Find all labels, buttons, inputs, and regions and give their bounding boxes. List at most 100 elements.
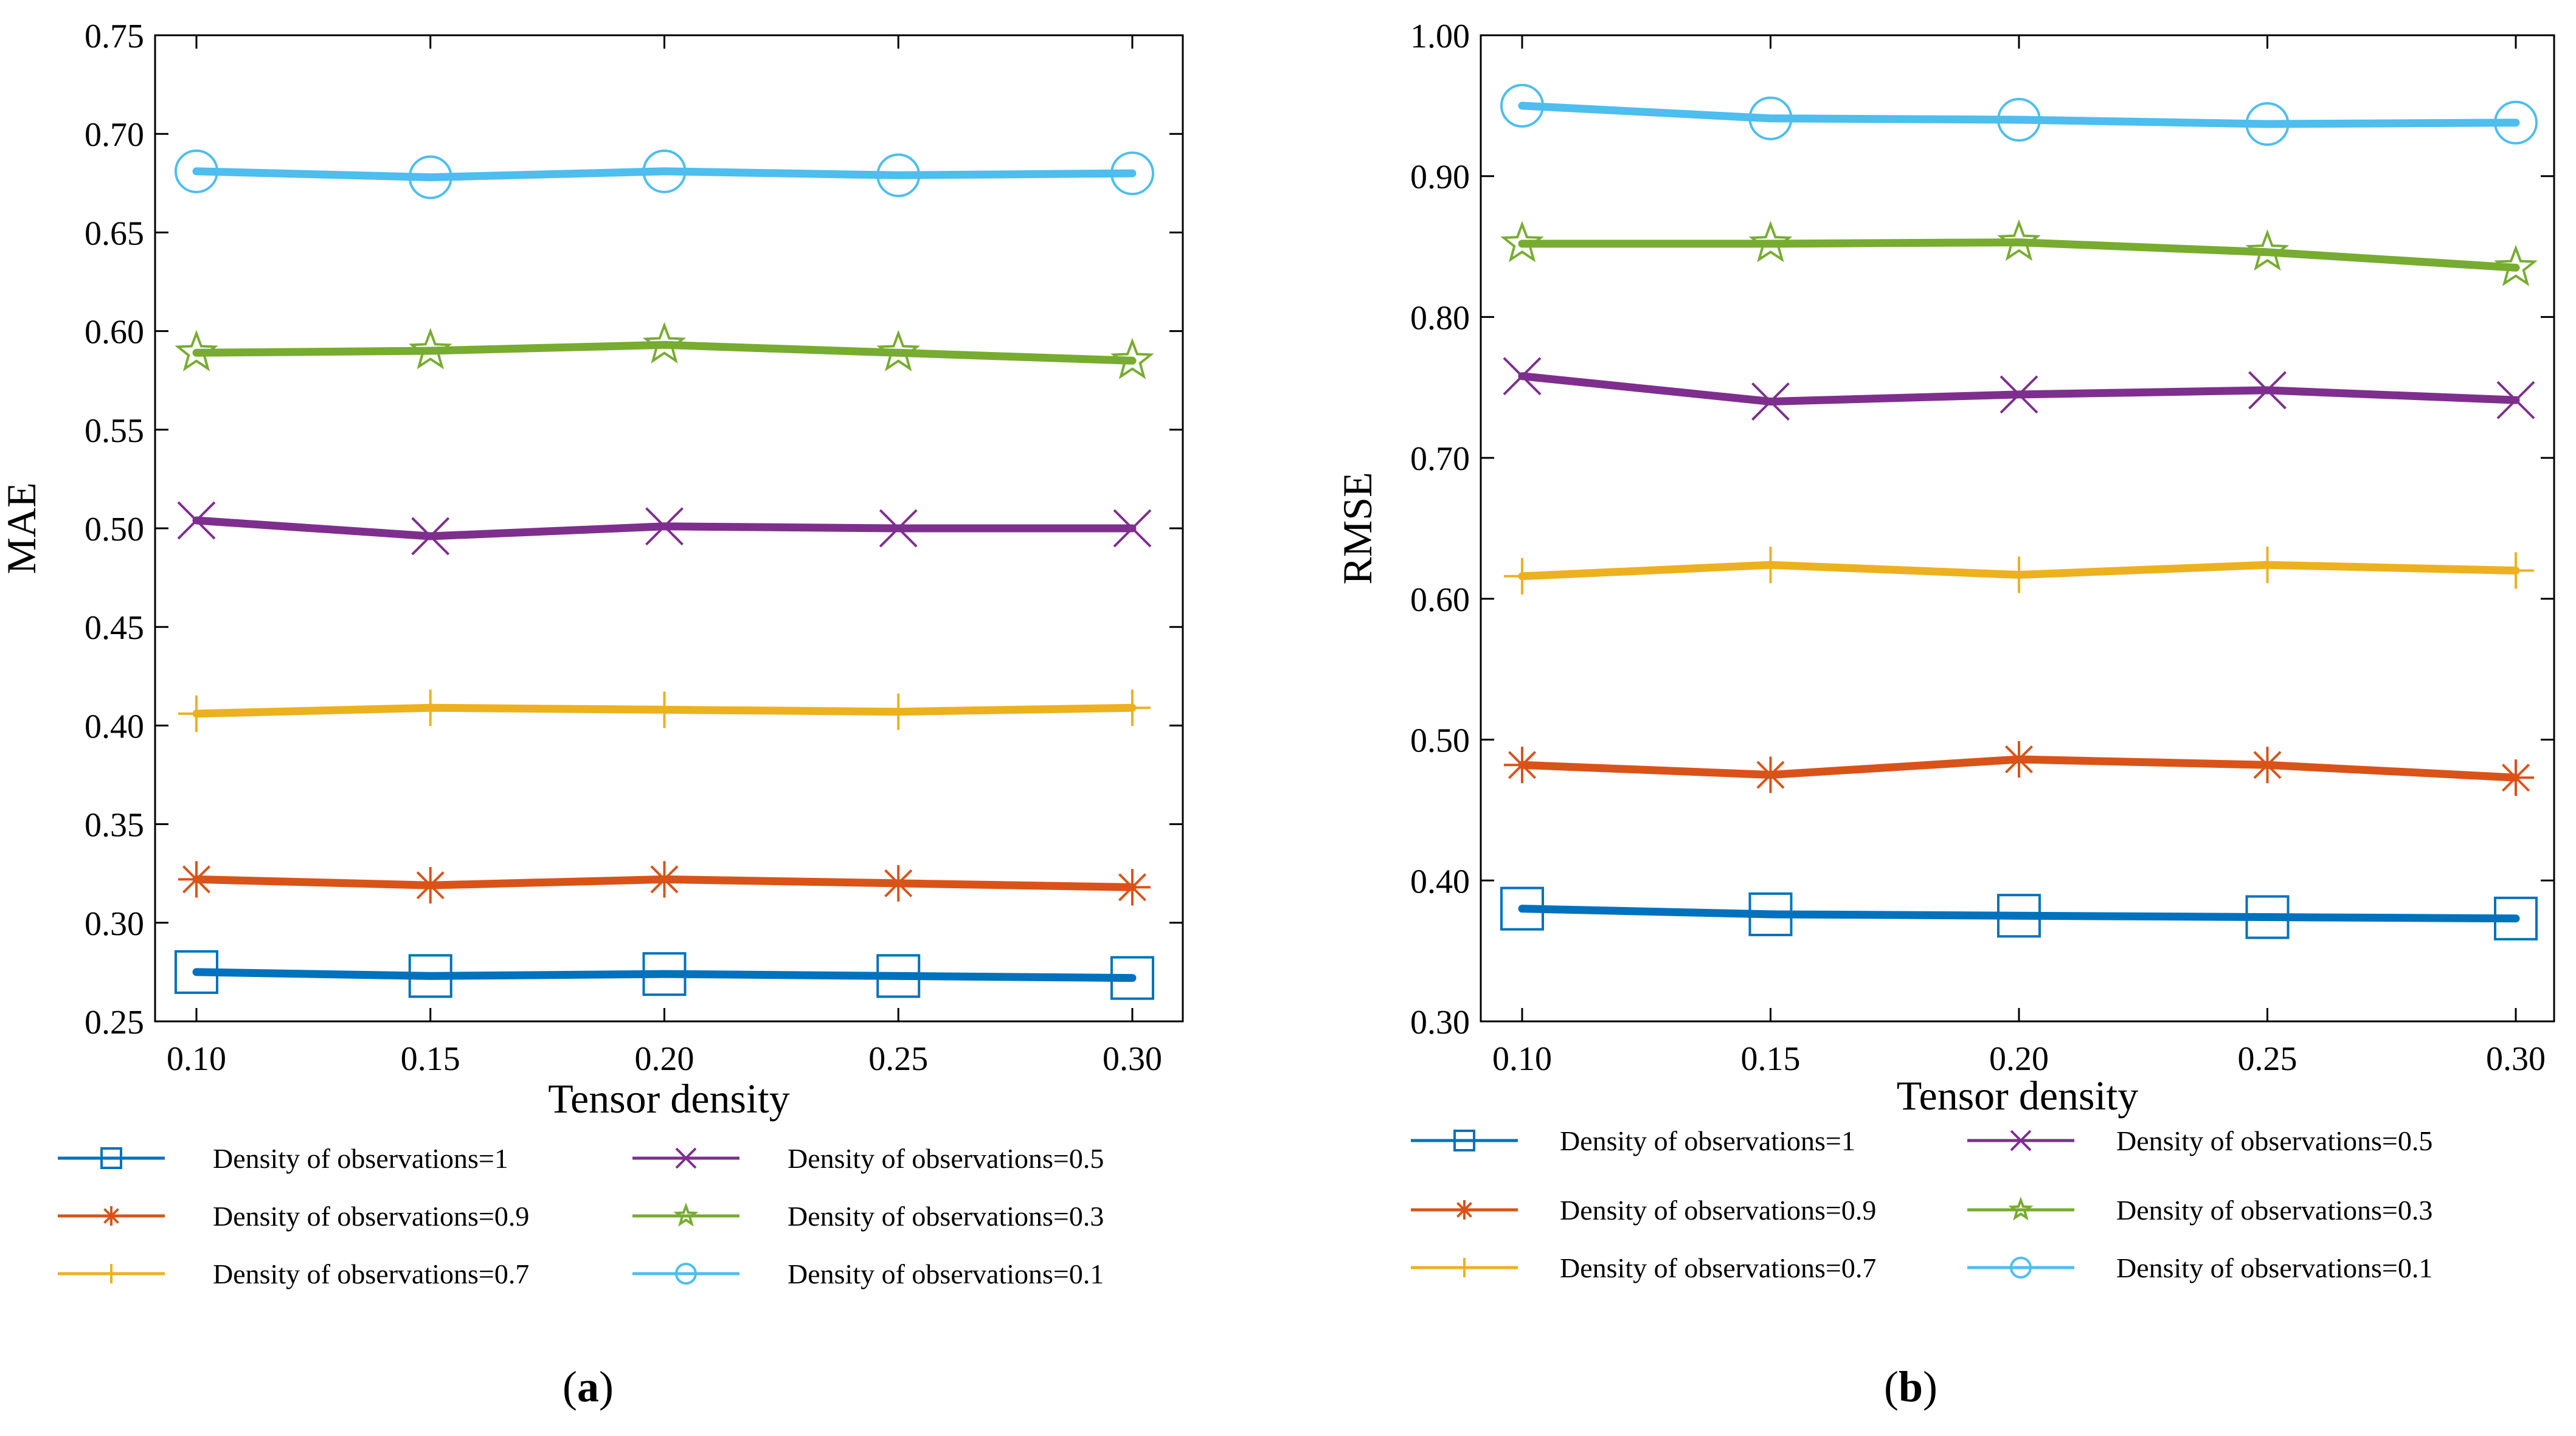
data-point-obs1 xyxy=(408,954,452,998)
x-axis-label: Tensor density xyxy=(548,1075,790,1122)
data-point-obs03 xyxy=(1748,221,1793,263)
data-point-obs07 xyxy=(2498,552,2534,589)
data-point-obs09 xyxy=(880,865,917,902)
data-point-obs01 xyxy=(1748,96,1793,140)
y-tick-label: 0.60 xyxy=(1410,581,1470,619)
data-point-obs01 xyxy=(1997,98,2041,142)
data-point-obs03 xyxy=(1500,221,1544,263)
x-tick-label: 0.20 xyxy=(1989,1040,2049,1078)
data-point-obs1 xyxy=(1748,892,1793,936)
plot-frame xyxy=(1480,34,2555,1023)
data-point-obs03 xyxy=(642,322,687,364)
data-point-obs05 xyxy=(1503,357,1542,396)
legend-label: Density of observations=0.9 xyxy=(1560,1195,1876,1226)
legend-item-obs03: Density of observations=0.3 xyxy=(632,1201,1104,1232)
data-point-obs07 xyxy=(646,691,683,728)
y-tick-label: 0.30 xyxy=(1410,1004,1470,1041)
y-tick-label: 0.70 xyxy=(85,116,144,154)
data-point-obs09 xyxy=(178,861,215,898)
legend-label: Density of observations=0.7 xyxy=(1560,1252,1876,1283)
legend-marker-obs05 xyxy=(2010,1130,2032,1151)
y-axis-label: MAE xyxy=(0,482,44,574)
legend-label: Density of observations=0.7 xyxy=(213,1258,529,1289)
data-point-obs07 xyxy=(178,695,215,732)
data-point-obs03 xyxy=(175,330,218,371)
legend-item-obs1: Density of observations=1 xyxy=(58,1143,508,1174)
data-point-obs01 xyxy=(642,149,687,193)
legend-label: Density of observations=0.3 xyxy=(788,1201,1104,1232)
data-point-obs07 xyxy=(2001,556,2037,593)
caption-paren: ( xyxy=(563,1362,577,1411)
legend-marker-obs07 xyxy=(1455,1258,1474,1277)
caption-paren: ) xyxy=(1923,1362,1937,1411)
series-obs1 xyxy=(175,950,1154,1000)
data-point-obs09 xyxy=(2001,741,2037,778)
legend-item-obs01: Density of observations=0.1 xyxy=(1967,1252,2432,1283)
data-point-obs1 xyxy=(2494,896,2538,941)
data-point-obs07 xyxy=(412,689,449,727)
data-point-obs09 xyxy=(1504,747,1540,784)
series-obs05 xyxy=(177,501,1152,556)
data-point-obs07 xyxy=(1752,547,1789,584)
y-tick-label: 0.40 xyxy=(1410,863,1470,900)
data-point-obs09 xyxy=(646,861,683,898)
data-point-obs01 xyxy=(1500,83,1544,128)
y-tick-label: 0.65 xyxy=(85,215,144,252)
data-point-obs05 xyxy=(1751,382,1790,421)
x-tick-label: 0.20 xyxy=(635,1040,694,1078)
series-line-obs1 xyxy=(1518,905,2520,923)
series-line-obs01 xyxy=(1518,102,2520,128)
legend-label: Density of observations=0.1 xyxy=(788,1258,1104,1289)
legend-marker-obs01 xyxy=(2010,1257,2032,1279)
panel-caption: (b) xyxy=(1884,1362,1937,1411)
legend-marker-obs09 xyxy=(1455,1200,1474,1220)
data-point-obs03 xyxy=(1110,337,1154,379)
data-point-obs07 xyxy=(1504,557,1540,595)
data-point-obs1 xyxy=(642,952,687,996)
series-obs07 xyxy=(178,689,1151,732)
legend: Density of observations=1 Density of obse… xyxy=(1411,1125,2432,1283)
data-point-obs09 xyxy=(1752,756,1789,793)
legend-item-obs01: Density of observations=0.1 xyxy=(632,1258,1104,1289)
legend: Density of observations=1 Density of obse… xyxy=(58,1143,1104,1289)
data-point-obs1 xyxy=(1997,894,2041,938)
y-axis-label: RMSE xyxy=(1334,472,1380,584)
data-point-obs03 xyxy=(1997,219,2041,261)
data-point-obs07 xyxy=(1114,689,1151,727)
y-tick-label: 0.45 xyxy=(85,609,144,647)
panel-caption: (a) xyxy=(563,1362,614,1411)
x-tick-label: 0.25 xyxy=(868,1040,928,1078)
data-point-obs1 xyxy=(175,950,218,994)
panel-b-rmse-chart: 0.30 0.40 0.50 0.60 0.70 0.80 0.90 1.00 0.10 0.15… xyxy=(1334,18,2555,1411)
data-point-obs05 xyxy=(2496,381,2535,419)
legend-label: Density of observations=0.5 xyxy=(2116,1125,2432,1156)
legend-item-obs09: Density of observations=0.9 xyxy=(1411,1195,1876,1226)
data-point-obs01 xyxy=(1110,151,1154,196)
y-tick-label: 0.60 xyxy=(85,314,144,351)
legend-label: Density of observations=0.9 xyxy=(213,1201,529,1232)
x-tick-label: 0.30 xyxy=(1103,1040,1162,1078)
series-obs05 xyxy=(1503,357,2535,421)
legend-marker-obs1 xyxy=(1453,1130,1475,1151)
data-point-obs07 xyxy=(2249,547,2286,584)
data-point-obs1 xyxy=(1500,886,1544,931)
caption-letter: b xyxy=(1899,1362,1923,1411)
legend-label: Density of observations=0.1 xyxy=(2116,1252,2432,1283)
legend-marker-obs1 xyxy=(100,1147,122,1169)
y-tick-label: 0.50 xyxy=(1410,722,1470,760)
caption-letter: a xyxy=(577,1362,599,1411)
y-tick-label: 0.30 xyxy=(85,905,144,943)
series-line-obs03 xyxy=(1518,238,2520,272)
data-point-obs01 xyxy=(876,153,921,198)
x-tick-label: 0.15 xyxy=(1741,1040,1801,1078)
series-line-obs1 xyxy=(192,968,1137,982)
data-point-obs09 xyxy=(2249,747,2286,784)
caption-paren: ) xyxy=(599,1362,614,1411)
y-tick-label: 0.25 xyxy=(85,1004,144,1041)
data-point-obs01 xyxy=(2494,100,2538,145)
legend-marker-obs01 xyxy=(675,1263,697,1285)
legend-label: Density of observations=0.3 xyxy=(2116,1195,2432,1226)
series-line-obs05 xyxy=(1518,372,2520,406)
panel-a-mae-chart: 0.25 0.30 0.35 0.40 0.45 0.50 0.55 0.60 0.65 0.70… xyxy=(0,18,1184,1411)
legend-marker-obs03 xyxy=(673,1203,699,1227)
